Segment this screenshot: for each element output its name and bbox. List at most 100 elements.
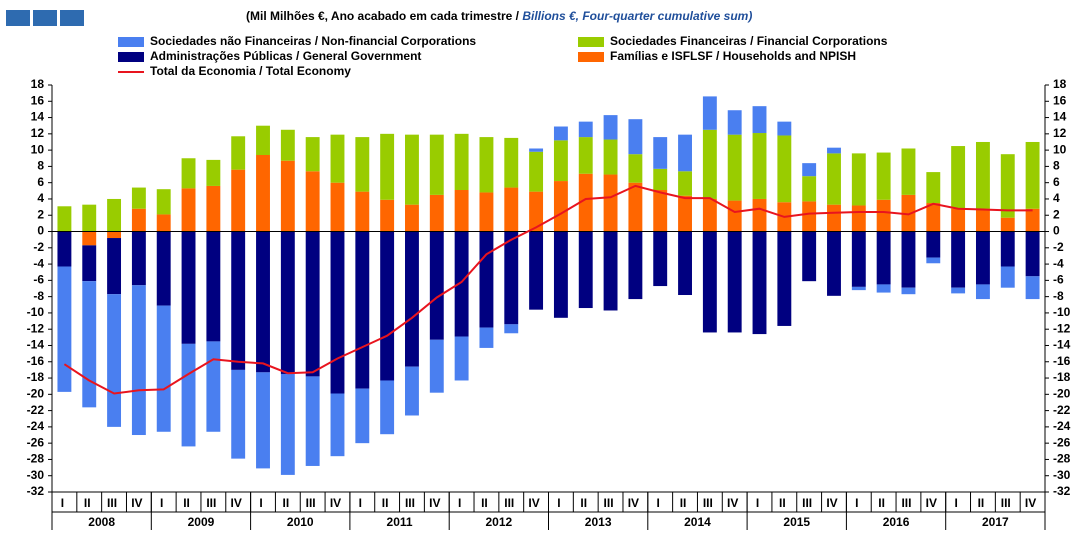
bar bbox=[405, 204, 419, 232]
bar bbox=[454, 231, 469, 337]
bar bbox=[479, 192, 494, 232]
bar bbox=[951, 231, 966, 288]
x-tick-label: I bbox=[259, 496, 262, 510]
x-tick-label: I bbox=[61, 496, 64, 510]
bar bbox=[1025, 231, 1040, 277]
bar bbox=[876, 284, 891, 293]
bar bbox=[578, 121, 593, 138]
year-label: 2012 bbox=[485, 515, 512, 529]
y-tick-label: 0 bbox=[37, 224, 44, 238]
bar bbox=[827, 153, 841, 205]
logo-block bbox=[60, 10, 84, 26]
bar bbox=[181, 188, 196, 232]
x-tick-label: IV bbox=[628, 496, 639, 510]
bar bbox=[57, 231, 72, 267]
x-tick-label: III bbox=[802, 496, 812, 510]
bar bbox=[355, 137, 370, 192]
x-tick-label: III bbox=[504, 496, 514, 510]
bar bbox=[82, 281, 97, 408]
bar bbox=[752, 133, 767, 199]
bar bbox=[57, 266, 72, 392]
y-tick-label: -4 bbox=[33, 256, 44, 270]
bar bbox=[678, 171, 692, 196]
legend-label: Administrações Públicas / General Govern… bbox=[150, 49, 421, 63]
y2-tick-label: -2 bbox=[1053, 240, 1064, 254]
bar bbox=[1000, 217, 1015, 232]
bar bbox=[1000, 231, 1015, 267]
bar bbox=[529, 151, 544, 192]
legend-swatch bbox=[118, 52, 144, 62]
bar bbox=[479, 231, 494, 328]
y-tick-label: 6 bbox=[37, 175, 44, 189]
bar bbox=[1025, 141, 1040, 209]
year-label: 2013 bbox=[585, 515, 612, 529]
y-tick-label: 4 bbox=[37, 191, 44, 205]
y2-tick-label: -26 bbox=[1053, 435, 1071, 449]
y2-tick-label: 4 bbox=[1053, 191, 1060, 205]
bar bbox=[926, 257, 941, 264]
bar bbox=[951, 287, 966, 294]
bar bbox=[628, 154, 643, 183]
y2-tick-label: -4 bbox=[1053, 256, 1064, 270]
x-tick-label: I bbox=[557, 496, 560, 510]
bar bbox=[380, 199, 395, 232]
y-tick-label: -22 bbox=[27, 403, 45, 417]
y2-tick-label: -10 bbox=[1053, 305, 1071, 319]
bar bbox=[553, 181, 568, 232]
y2-tick-label: -8 bbox=[1053, 289, 1064, 303]
bar bbox=[330, 182, 345, 232]
bar bbox=[1000, 154, 1015, 218]
bar bbox=[280, 231, 295, 374]
bar bbox=[752, 231, 767, 335]
bar bbox=[901, 287, 916, 295]
x-tick-label: IV bbox=[1025, 496, 1036, 510]
bar bbox=[926, 172, 941, 204]
bar bbox=[678, 195, 692, 232]
x-tick-label: III bbox=[306, 496, 316, 510]
bar bbox=[305, 171, 320, 232]
y-tick-label: -10 bbox=[27, 305, 45, 319]
bar bbox=[926, 231, 941, 258]
bar bbox=[529, 148, 544, 152]
bar bbox=[876, 231, 891, 285]
bar bbox=[107, 294, 122, 427]
bar bbox=[280, 373, 295, 475]
bar bbox=[802, 231, 817, 282]
x-tick-label: II bbox=[481, 496, 488, 510]
bar bbox=[653, 231, 668, 287]
bar bbox=[256, 155, 270, 232]
y-tick-label: 18 bbox=[31, 77, 45, 91]
x-tick-label: II bbox=[878, 496, 885, 510]
legend-swatch bbox=[578, 52, 604, 62]
bar bbox=[628, 231, 643, 300]
y2-tick-label: -24 bbox=[1053, 419, 1071, 433]
bar bbox=[280, 129, 295, 161]
year-label: 2014 bbox=[684, 515, 711, 529]
bar bbox=[578, 173, 593, 232]
bar bbox=[901, 194, 916, 232]
x-tick-label: I bbox=[954, 496, 957, 510]
y2-tick-label: -32 bbox=[1053, 484, 1071, 498]
x-tick-label: I bbox=[458, 496, 461, 510]
x-tick-label: IV bbox=[231, 496, 242, 510]
y-tick-label: -16 bbox=[27, 354, 45, 368]
y2-tick-label: 14 bbox=[1053, 110, 1067, 124]
bar bbox=[156, 305, 171, 432]
bar bbox=[206, 159, 221, 186]
bar bbox=[355, 388, 370, 444]
x-tick-label: I bbox=[756, 496, 759, 510]
bar bbox=[256, 231, 270, 373]
bar bbox=[82, 204, 97, 232]
year-label: 2011 bbox=[387, 515, 413, 529]
y-tick-label: -20 bbox=[27, 386, 45, 400]
y2-tick-label: 8 bbox=[1053, 159, 1060, 173]
bar bbox=[131, 285, 146, 436]
bar bbox=[231, 136, 246, 170]
bar bbox=[206, 341, 221, 432]
bar bbox=[504, 324, 519, 334]
y-tick-label: -26 bbox=[27, 435, 45, 449]
bar bbox=[330, 231, 345, 394]
bar bbox=[603, 174, 618, 232]
y-tick-label: 2 bbox=[37, 207, 44, 221]
bar bbox=[107, 231, 122, 239]
